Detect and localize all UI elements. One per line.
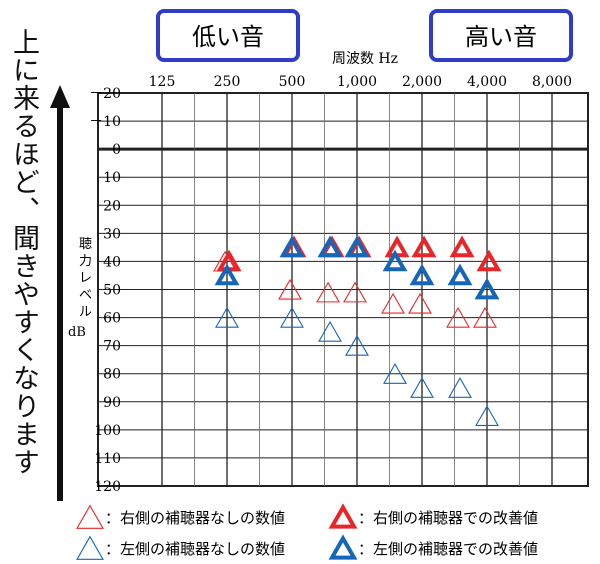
data-point (383, 363, 407, 384)
y-tick-label: 20 (103, 198, 121, 214)
legend-label: ：右側の補聴器での改善値 (358, 509, 538, 527)
data-point (449, 235, 475, 258)
legend-marker (76, 504, 104, 529)
data-point (447, 263, 473, 286)
x-tick-label: 2,000 (402, 74, 442, 90)
data-point (381, 292, 405, 314)
low-sound-label: 低い音 (192, 23, 264, 51)
legend-label: ：左側の補聴器での改善値 (358, 540, 538, 558)
data-point (475, 405, 499, 426)
x-axis-label: 周波数 Hz (332, 51, 398, 67)
x-tick-label: 500 (279, 74, 306, 90)
legend-marker (76, 535, 104, 560)
data-point (317, 235, 343, 258)
legend-label: ：右側の補聴器なしの数値 (105, 509, 285, 527)
data-point (448, 377, 472, 398)
y-tick-label: 10 (103, 170, 121, 186)
x-tick-labels: 125 250 500 1,000 2,000 4,000 8,000 (149, 74, 572, 90)
high-sound-box: 高い音 (429, 9, 573, 62)
legend-label: ：左側の補聴器なしの数値 (105, 540, 285, 558)
data-point (411, 235, 437, 258)
y-tick-label: 110 (94, 451, 121, 467)
plot-grid (97, 92, 589, 487)
data-point (278, 278, 302, 300)
data-point (476, 249, 502, 272)
y-tick-label: 90 (103, 395, 121, 411)
data-point (214, 263, 240, 286)
y-tick-label: －10 (89, 114, 121, 130)
y-tick-labels: －20 －10 0 10 20 30 40 50 60 70 80 90 100 110 120 (89, 86, 121, 495)
x-tick-label: 4,000 (467, 74, 507, 90)
data-point (280, 306, 304, 328)
data-point (316, 281, 340, 303)
data-point (345, 334, 369, 356)
data-point (344, 235, 370, 258)
data-point (215, 306, 239, 328)
data-point (410, 377, 434, 398)
y-tick-label: －20 (89, 86, 121, 102)
data-point (279, 235, 305, 258)
data-point (474, 277, 500, 300)
data-point (473, 306, 497, 328)
x-tick-label: 125 (149, 74, 176, 90)
legend-marker (328, 503, 358, 529)
data-point (409, 263, 435, 286)
data-point (318, 320, 342, 342)
data-point (446, 306, 470, 328)
y-tick-label: 70 (103, 339, 121, 355)
data-point (384, 235, 410, 258)
x-tick-label: 250 (214, 74, 241, 90)
data-point (408, 292, 432, 314)
high-sound-label: 高い音 (465, 23, 537, 51)
y-tick-label: 80 (103, 367, 121, 383)
y-tick-label: 100 (94, 423, 121, 439)
y-tick-label: 40 (103, 254, 121, 270)
y-tick-label: 60 (103, 311, 121, 327)
legend-marker (328, 534, 358, 560)
y-tick-label: 120 (94, 479, 121, 495)
y-tick-label: 30 (103, 226, 121, 242)
y-tick-label: 50 (103, 283, 121, 299)
side-caption: 上に来るほど、聞きやすくなります (8, 28, 39, 476)
y-axis-label: 聴力レベル dB (68, 237, 92, 340)
data-point (382, 249, 408, 272)
low-sound-box: 低い音 (156, 9, 300, 62)
legend: ：右側の補聴器なしの数値 ：左側の補聴器なしの数値 ：右側の補聴器での改善値 ：左側の… (76, 503, 538, 560)
x-tick-label: 1,000 (337, 74, 377, 90)
data-markers (213, 235, 502, 426)
data-point (343, 281, 367, 303)
up-arrow-icon (50, 85, 70, 501)
x-tick-label: 8,000 (532, 74, 572, 90)
y-tick-label: 0 (112, 142, 121, 158)
